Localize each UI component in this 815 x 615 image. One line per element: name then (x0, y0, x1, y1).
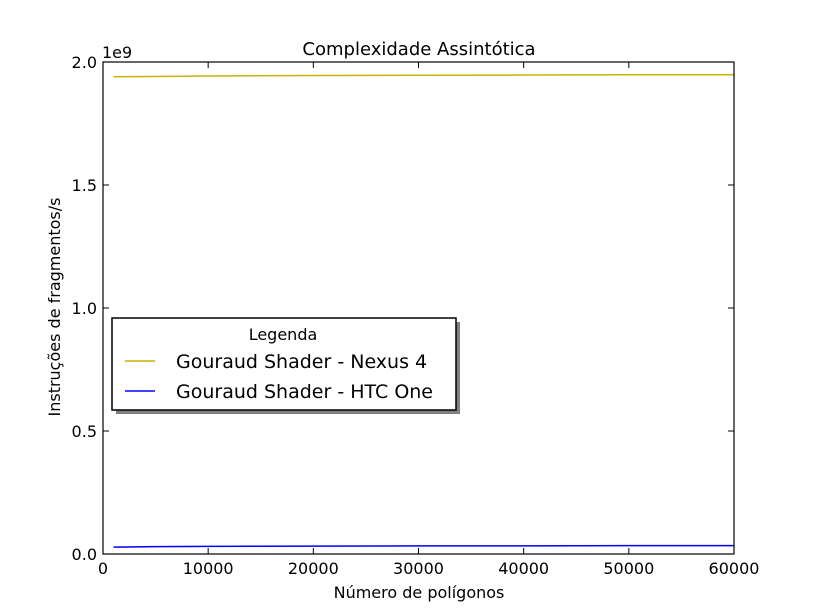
legend: Legenda Gouraud Shader - Nexus 4 Gouraud… (111, 317, 460, 414)
x-tick-label-4: 40000 (498, 559, 549, 578)
x-tick-label-1: 10000 (183, 559, 234, 578)
y-tick-label-2: 1.0 (72, 299, 97, 318)
y-tick-label-3: 1.5 (72, 176, 97, 195)
legend-label-nexus-4: Gouraud Shader - Nexus 4 (176, 351, 427, 373)
series-line-0 (113, 74, 734, 78)
plot-layer: 0 10000 20000 30000 40000 50000 60000 0.0 0.5 1.0… (72, 53, 760, 578)
legend-label-htc-one: Gouraud Shader - HTC One (176, 381, 433, 403)
x-tick-label-0: 0 (98, 559, 108, 578)
y-axis-label: Instruções de fragmentos/s (45, 198, 64, 417)
y-tick-label-0: 0.0 (72, 545, 97, 564)
chart-title: Complexidade Assintótica (302, 39, 535, 60)
x-tick-label-2: 20000 (288, 559, 339, 578)
y-axis-offset-label: 1e9 (102, 43, 132, 62)
y-tick-label-1: 0.5 (72, 422, 97, 441)
x-tick-label-6: 60000 (709, 559, 760, 578)
x-tick-label-3: 30000 (393, 559, 444, 578)
series-line-1 (113, 544, 734, 548)
x-tick-label-5: 50000 (603, 559, 654, 578)
y-tick-label-4: 2.0 (72, 53, 97, 72)
x-axis-label: Número de polígonos (334, 583, 505, 602)
legend-box (111, 317, 457, 411)
plot-frame (102, 61, 735, 555)
legend-title: Legenda (249, 325, 318, 344)
